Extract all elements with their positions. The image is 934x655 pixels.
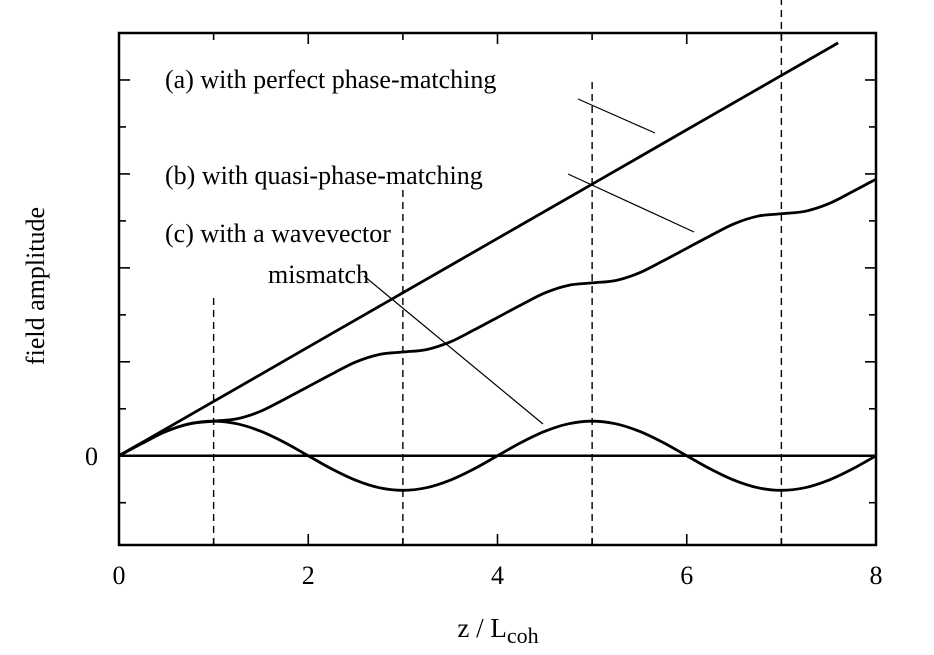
x-tick-label: 8: [870, 561, 883, 590]
leader-line-a: [577, 98, 656, 134]
x-axis-label-main: z / L: [457, 613, 506, 643]
y-tick-label: 0: [85, 442, 98, 471]
x-tick-label: 0: [113, 561, 126, 590]
leader-line-c: [363, 275, 544, 425]
x-axis-label: z / Lcoh: [457, 613, 538, 648]
series-line-c: [118, 419, 877, 492]
x-axis-label-subscript: coh: [507, 623, 539, 648]
annotation-a: (a) with perfect phase-matching: [165, 65, 496, 94]
plot-elements: 0 2 4 6 8 0: [85, 0, 883, 590]
annotation-c-line2: mismatch: [268, 260, 369, 289]
plot-frame: [117, 31, 878, 547]
leader-line-b: [567, 173, 695, 233]
y-axis-label: field amplitude: [21, 207, 50, 365]
series-line-b: [118, 177, 877, 457]
x-tick-label: 2: [302, 561, 315, 590]
series-line-a: [118, 41, 839, 457]
annotation-c-line1: (c) with a wavevector: [165, 219, 391, 248]
x-tick-label: 4: [491, 561, 504, 590]
annotation-b: (b) with quasi-phase-matching: [165, 161, 483, 190]
x-tick-label: 6: [680, 561, 693, 590]
